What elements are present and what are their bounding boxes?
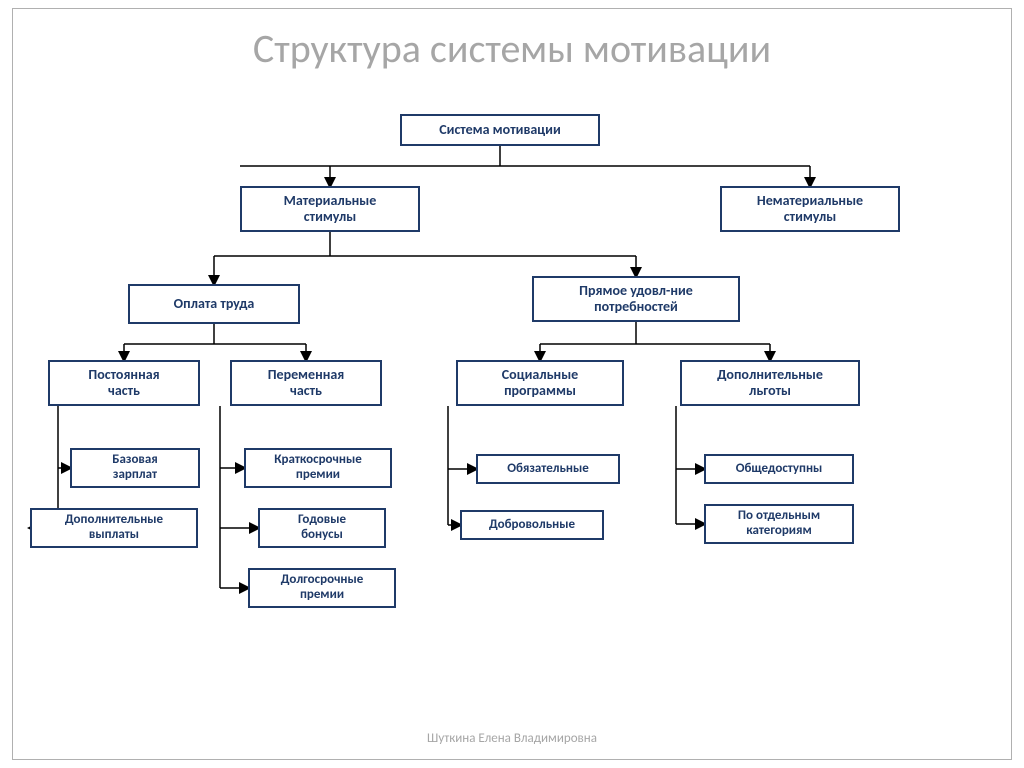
node-public: Общедоступны xyxy=(704,454,854,484)
node-oblig: Обязательные xyxy=(476,454,620,484)
node-pay: Оплата труда xyxy=(128,284,300,324)
node-base: Базоваязарплат xyxy=(70,448,200,488)
node-nemat: Нематериальныестимулы xyxy=(720,186,900,232)
node-ben: Дополнительныельготы xyxy=(680,360,860,406)
node-short: Краткосрочныепремии xyxy=(244,448,392,488)
node-needs: Прямое удовл-ниепотребностей xyxy=(532,276,740,322)
node-mat: Материальныестимулы xyxy=(240,186,420,232)
node-root: Система мотивации xyxy=(400,114,600,146)
slide-footer: Шуткина Елена Владимировна xyxy=(0,731,1024,746)
node-var: Переменнаячасть xyxy=(230,360,382,406)
node-extra: Дополнительныевыплаты xyxy=(30,508,198,548)
node-long: Долгосрочныепремии xyxy=(248,568,396,608)
node-categ: По отдельнымкатегориям xyxy=(704,504,854,544)
node-volun: Добровольные xyxy=(460,510,604,540)
node-annual: Годовыебонусы xyxy=(258,508,386,548)
node-soc: Социальныепрограммы xyxy=(456,360,624,406)
node-const: Постояннаячасть xyxy=(48,360,200,406)
slide-title: Структура системы мотивации xyxy=(0,24,1024,73)
